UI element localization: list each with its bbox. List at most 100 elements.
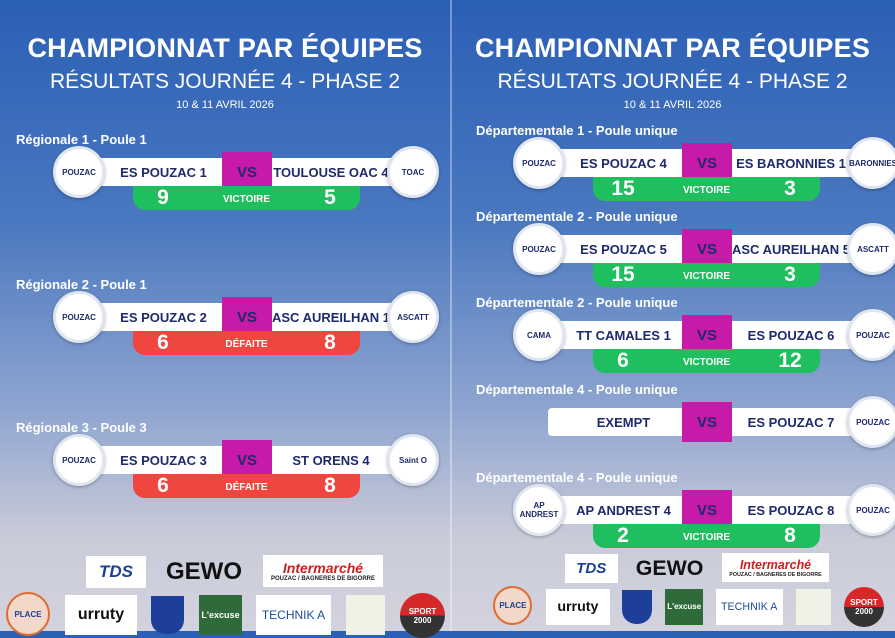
result-label: VICTOIRE: [682, 185, 731, 196]
right-panel: CHAMPIONNAT PAR ÉQUIPES RÉSULTATS JOURNÉ…: [450, 0, 895, 631]
away-team-name: TOULOUSE OAC 4: [273, 164, 389, 180]
sponsor-urruty: urruty: [545, 588, 610, 625]
score-bar: 6 DÉFAITE 8: [133, 331, 360, 355]
away-team-name: ES POUZAC 7: [747, 414, 835, 430]
home-team-logo: CAMA: [513, 309, 565, 361]
sponsor-crest: [622, 589, 652, 624]
division-label: Départementale 2 - Poule unique: [476, 295, 678, 310]
away-score: 5: [324, 186, 336, 209]
home-team-name: AP ANDREST 4: [576, 502, 671, 518]
away-team-name: ES BARONNIES 1: [736, 155, 846, 171]
sponsor-tds: TDS: [86, 556, 146, 588]
vs-badge: VS: [222, 152, 272, 192]
home-score: 15: [611, 177, 635, 200]
home-team-logo: POUZAC: [53, 291, 105, 343]
home-team-name: ES POUZAC 3: [120, 452, 207, 468]
away-score: 3: [784, 177, 796, 200]
score-bar: 6 VICTOIRE 12: [593, 349, 820, 373]
away-team-name: ASC AUREILHAN 1: [272, 309, 390, 325]
vs-badge: VS: [682, 143, 732, 183]
home-team-logo: POUZAC: [513, 137, 565, 189]
sponsor-tree: [346, 595, 385, 635]
away-team-name: ES POUZAC 8: [747, 502, 835, 518]
sponsor-gewo: GEWO: [166, 558, 242, 585]
score-bar: 9 VICTOIRE 5: [133, 186, 360, 210]
away-team-logo: POUZAC: [847, 484, 895, 536]
home-team-logo: AP ANDREST: [513, 484, 565, 536]
page-date: 10 & 11 AVRIL 2026: [176, 99, 274, 111]
away-team-name: ES POUZAC 6: [747, 327, 835, 343]
away-team-logo: BARONNIES: [847, 137, 895, 189]
home-score: 6: [617, 349, 629, 372]
division-label: Départementale 4 - Poule unique: [476, 382, 678, 397]
match-card: Départementale 4 - Poule unique EXEMPT VS E…: [476, 382, 895, 480]
vs-badge: VS: [682, 315, 732, 355]
away-team-logo: ASCATT: [387, 291, 439, 343]
division-label: Régionale 3 - Poule 3: [16, 420, 147, 435]
sponsor-crest: [151, 596, 184, 634]
match-card: Régionale 2 - Poule 1 ES POUZAC 2 VS ASC AU…: [16, 277, 440, 375]
result-label: VICTOIRE: [682, 532, 731, 543]
sponsor-excuse: L'excuse: [665, 588, 704, 625]
sponsor-intermarche: Intermarché POUZAC / BAGNERES DE BIGORRE: [722, 553, 829, 582]
score-bar: 15 VICTOIRE 3: [593, 177, 820, 201]
home-score: 9: [157, 186, 169, 209]
away-score: 12: [778, 349, 802, 372]
page-subtitle: RÉSULTATS JOURNÉE 4 - PHASE 2: [49, 70, 401, 93]
division-label: Régionale 1 - Poule 1: [16, 132, 147, 147]
away-team-name: ASC AUREILHAN 5: [732, 241, 850, 257]
vs-badge: VS: [682, 490, 732, 530]
sponsor-place: PLACE: [6, 592, 50, 636]
away-team-logo: TOAC: [387, 146, 439, 198]
sponsor-sport2000: SPORT 2000: [844, 587, 885, 628]
home-score: 6: [157, 331, 169, 354]
away-score: 8: [784, 524, 796, 547]
result-label: DÉFAITE: [225, 339, 268, 350]
home-team-name: ES POUZAC 1: [120, 164, 207, 180]
sponsor-urruty: urruty: [65, 595, 137, 635]
division-label: Départementale 4 - Poule unique: [476, 470, 678, 485]
home-team-name: TT CAMALES 1: [576, 327, 671, 343]
match-card: Régionale 1 - Poule 1 ES POUZAC 1 VS TOULOU…: [16, 132, 440, 230]
vs-badge: VS: [682, 229, 732, 269]
sponsor-tree: [795, 588, 831, 625]
match-card: Départementale 4 - Poule unique AP ANDRES…: [476, 470, 895, 568]
division-label: Départementale 2 - Poule unique: [476, 209, 678, 224]
home-team-logo: POUZAC: [53, 434, 105, 486]
page-date: 10 & 11 AVRIL 2026: [623, 99, 722, 111]
away-score: 3: [784, 263, 796, 286]
division-label: Départementale 1 - Poule unique: [476, 123, 678, 138]
result-label: VICTOIRE: [682, 357, 731, 368]
page-title: CHAMPIONNAT PAR ÉQUIPES: [27, 33, 423, 63]
sponsor-technik: TECHNIK A: [715, 588, 783, 625]
page-title: CHAMPIONNAT PAR ÉQUIPES: [474, 33, 871, 63]
away-score: 8: [324, 474, 336, 497]
home-team-name: ES POUZAC 5: [580, 241, 667, 257]
away-score: 8: [324, 331, 336, 354]
match-card: Départementale 2 - Poule unique ES POUZAC…: [476, 209, 895, 307]
sponsor-tds: TDS: [564, 554, 618, 583]
home-score: 6: [157, 474, 169, 497]
intermarche-name: Intermarché: [739, 557, 812, 572]
home-team-logo: POUZAC: [513, 223, 565, 275]
home-team-logo: POUZAC: [53, 146, 105, 198]
home-team-name: EXEMPT: [596, 414, 651, 430]
away-team-logo: Saint O: [387, 434, 439, 486]
match-card: Régionale 3 - Poule 3 ES POUZAC 3 VS ST ORE…: [16, 420, 440, 518]
sponsor-intermarche: Intermarché POUZAC / BAGNERES DE BIGORRE: [263, 555, 383, 587]
sponsor-sport2000: SPORT 2000: [400, 593, 445, 638]
panel-divider: [450, 0, 452, 631]
away-team-logo: POUZAC: [847, 309, 895, 361]
result-label: VICTOIRE: [222, 194, 271, 205]
home-team-name: ES POUZAC 4: [580, 155, 667, 171]
sponsor-gewo: GEWO: [635, 555, 704, 580]
score-bar: 6 DÉFAITE 8: [133, 474, 360, 498]
vs-badge: VS: [222, 297, 272, 337]
left-panel: CHAMPIONNAT PAR ÉQUIPES RÉSULTATS JOURNÉ…: [0, 0, 450, 631]
sponsor-technik: TECHNIK A: [256, 595, 331, 635]
home-team-name: ES POUZAC 2: [120, 309, 207, 325]
match-card: Départementale 1 - Poule unique ES POUZAC…: [476, 123, 895, 221]
away-team-name: ST ORENS 4: [292, 452, 370, 468]
page-subtitle: RÉSULTATS JOURNÉE 4 - PHASE 2: [497, 70, 848, 93]
home-score: 2: [617, 524, 629, 547]
